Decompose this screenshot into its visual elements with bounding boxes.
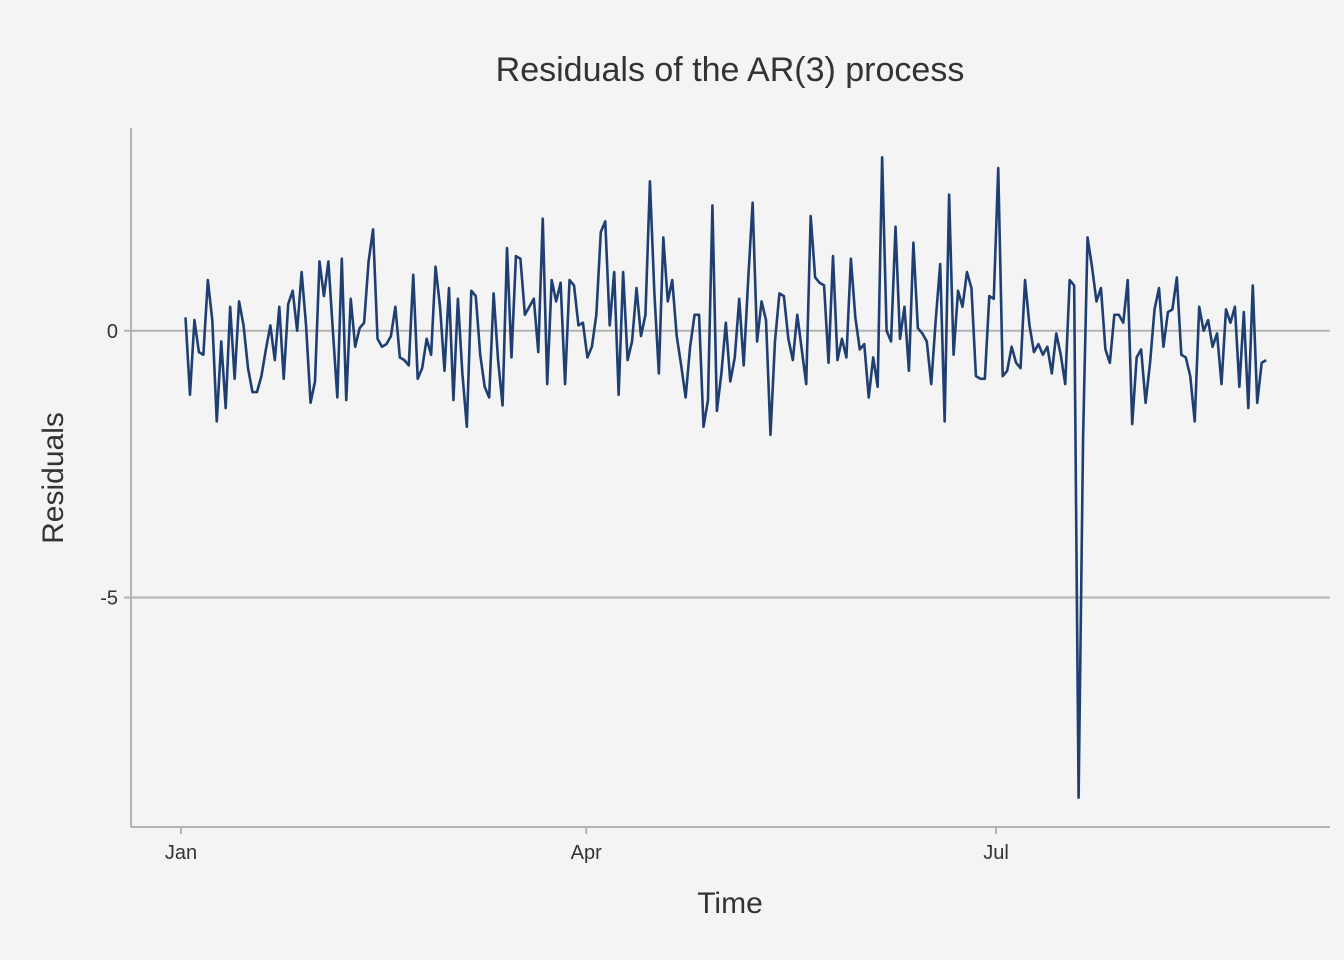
- y-axis-title: Residuals: [37, 412, 70, 544]
- x-tick-label: Apr: [571, 842, 602, 864]
- x-axis-title: Time: [697, 887, 763, 920]
- residuals-series-line: [184, 156, 1267, 799]
- series: [184, 156, 1267, 799]
- chart-title: Residuals of the AR(3) process: [496, 51, 965, 89]
- axes: [124, 128, 1330, 834]
- tick-labels: 0 -5 Jan Apr Jul: [100, 321, 1009, 864]
- y-tick-label: 0: [107, 321, 118, 343]
- x-tick-label: Jul: [983, 842, 1009, 864]
- x-tick-label: Jan: [165, 842, 197, 864]
- y-tick-label: -5: [100, 588, 118, 610]
